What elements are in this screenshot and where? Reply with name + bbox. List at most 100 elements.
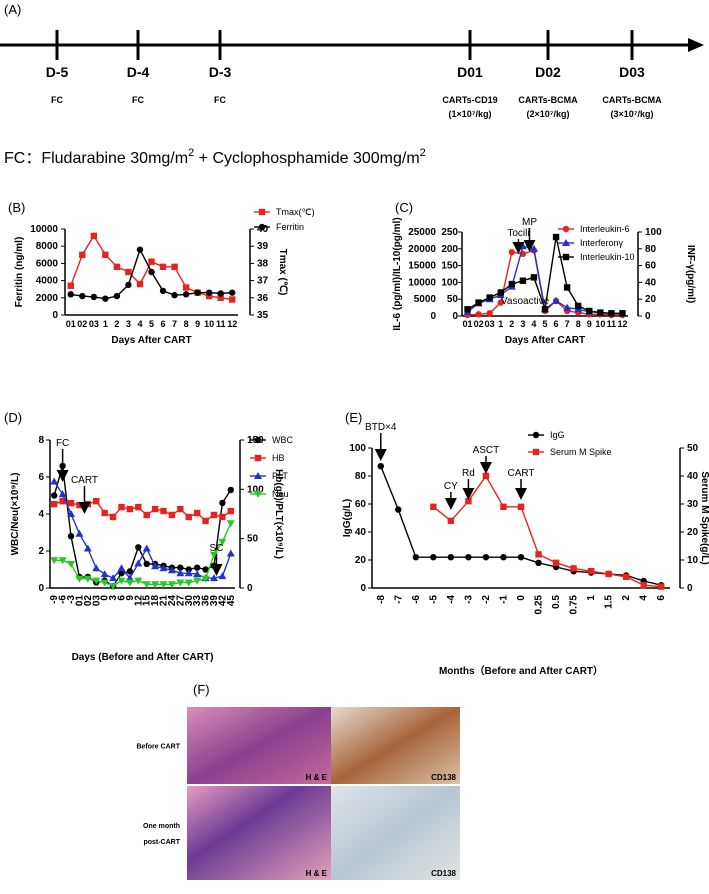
y2-tick-label: 20 xyxy=(687,527,699,538)
data-point xyxy=(486,310,493,317)
data-point xyxy=(464,306,471,313)
x-tick-label: 8 xyxy=(576,319,581,329)
y-tick-label: 100 xyxy=(349,443,366,454)
data-point xyxy=(126,568,134,575)
x-tick-label: -6 xyxy=(58,595,69,604)
y-tick-label: 0 xyxy=(52,310,58,321)
data-point xyxy=(563,284,571,291)
data-point xyxy=(135,544,142,551)
x-tick-label: 9 xyxy=(587,319,592,329)
x-tick-label: 8 xyxy=(184,319,189,329)
row-label: One month xyxy=(143,823,180,830)
series-line xyxy=(53,481,232,580)
annotation: Rd xyxy=(462,468,475,479)
x-tick-label: 3 xyxy=(520,319,525,329)
y2-axis-title: INF-γ(pg/ml) xyxy=(685,245,696,303)
data-point xyxy=(219,513,226,521)
data-point xyxy=(58,557,67,565)
data-point xyxy=(412,554,420,561)
legend-label: Interleukin-10 xyxy=(580,252,635,262)
data-point xyxy=(84,500,92,508)
day-note: (2×10⁷/kg) xyxy=(527,109,570,119)
data-point xyxy=(113,263,121,271)
data-point xyxy=(167,566,176,574)
data-point xyxy=(562,239,570,246)
x-tick-label: 24 xyxy=(167,595,178,607)
x-tick-label: 6 xyxy=(656,595,667,601)
panel-label: (C) xyxy=(395,200,413,215)
data-point xyxy=(430,554,437,561)
data-point xyxy=(109,574,118,582)
legend-label: Neu xyxy=(272,489,289,499)
timeline-arrow xyxy=(688,38,704,52)
data-point xyxy=(552,233,560,241)
day-note: (3×10⁷/kg) xyxy=(611,109,654,119)
x-tick-label: 02 xyxy=(83,595,94,607)
y2-tick-label: 100 xyxy=(645,227,662,238)
y2-tick-label: 20 xyxy=(645,294,657,305)
formula-sup: 2 xyxy=(420,147,426,159)
data-point xyxy=(517,503,525,510)
data-point xyxy=(167,581,176,589)
data-point xyxy=(51,500,58,508)
data-point xyxy=(148,268,155,276)
day-note: (1×10⁷/kg) xyxy=(449,109,492,119)
formula-sup: 2 xyxy=(188,147,194,159)
y2-tick-label: 0 xyxy=(645,311,651,322)
data-point xyxy=(182,291,190,298)
row-label: post-CART xyxy=(143,839,180,846)
y-tick-label: 20 xyxy=(355,555,367,566)
y-tick-label: 6000 xyxy=(36,258,59,269)
annotation: SC xyxy=(210,543,224,554)
y-tick-label: 2000 xyxy=(36,293,59,304)
x-tick-label: 1 xyxy=(498,319,503,329)
x-tick-label: 11 xyxy=(607,319,617,329)
data-point xyxy=(58,490,67,498)
data-point xyxy=(532,431,540,439)
y2-tick-label: 35 xyxy=(257,310,269,321)
day-label: D02 xyxy=(535,64,561,80)
data-point xyxy=(134,577,143,585)
data-point xyxy=(193,509,201,517)
data-point xyxy=(202,517,209,525)
data-point xyxy=(465,498,472,505)
data-point xyxy=(217,294,224,301)
data-point xyxy=(430,503,437,510)
y-tick-label: 8 xyxy=(38,435,44,446)
data-point xyxy=(118,503,125,511)
y-axis-title: IL-6 (pg/ml)/IL-10(pg/ml) xyxy=(392,217,403,330)
data-point xyxy=(176,569,185,577)
data-point xyxy=(226,520,235,528)
y-tick-label: 0 xyxy=(360,583,366,594)
y2-tick-label: 0 xyxy=(687,583,693,594)
data-point xyxy=(151,505,159,513)
data-point xyxy=(254,491,262,498)
x-tick-label: 42 xyxy=(217,595,228,607)
x-tick-label: 12 xyxy=(133,595,144,607)
y3-tick-label: 100 xyxy=(441,277,458,288)
data-point xyxy=(497,299,504,306)
data-point xyxy=(101,509,108,517)
data-point xyxy=(100,579,109,587)
x-tick-label: 01 xyxy=(463,319,473,329)
data-point xyxy=(117,577,126,585)
data-point xyxy=(209,551,218,559)
day-note: CARTs-BCMA xyxy=(518,95,578,105)
data-point xyxy=(465,554,472,561)
x-tick-label: -2 xyxy=(481,595,492,604)
data-point xyxy=(176,579,185,587)
x-tick-label: 1 xyxy=(103,319,108,329)
x-tick-label: 15 xyxy=(142,595,153,607)
y2-axis-title: Hb(g/l)/PLT(×10⁹/L) xyxy=(273,469,284,559)
x-tick-label: -6 xyxy=(411,595,422,604)
y2-axis-title: Serum M Spike(g/L) xyxy=(699,471,709,564)
x-tick-label: 9 xyxy=(125,595,136,601)
data-point xyxy=(193,577,202,585)
data-point xyxy=(258,223,266,231)
data-point xyxy=(519,277,527,284)
x-tick-label: 1.5 xyxy=(604,595,615,609)
legend-label: Serum M Spike xyxy=(550,447,612,457)
data-point xyxy=(109,513,117,521)
y2-tick-label: 30 xyxy=(687,499,699,510)
x-tick-label: 2 xyxy=(509,319,514,329)
